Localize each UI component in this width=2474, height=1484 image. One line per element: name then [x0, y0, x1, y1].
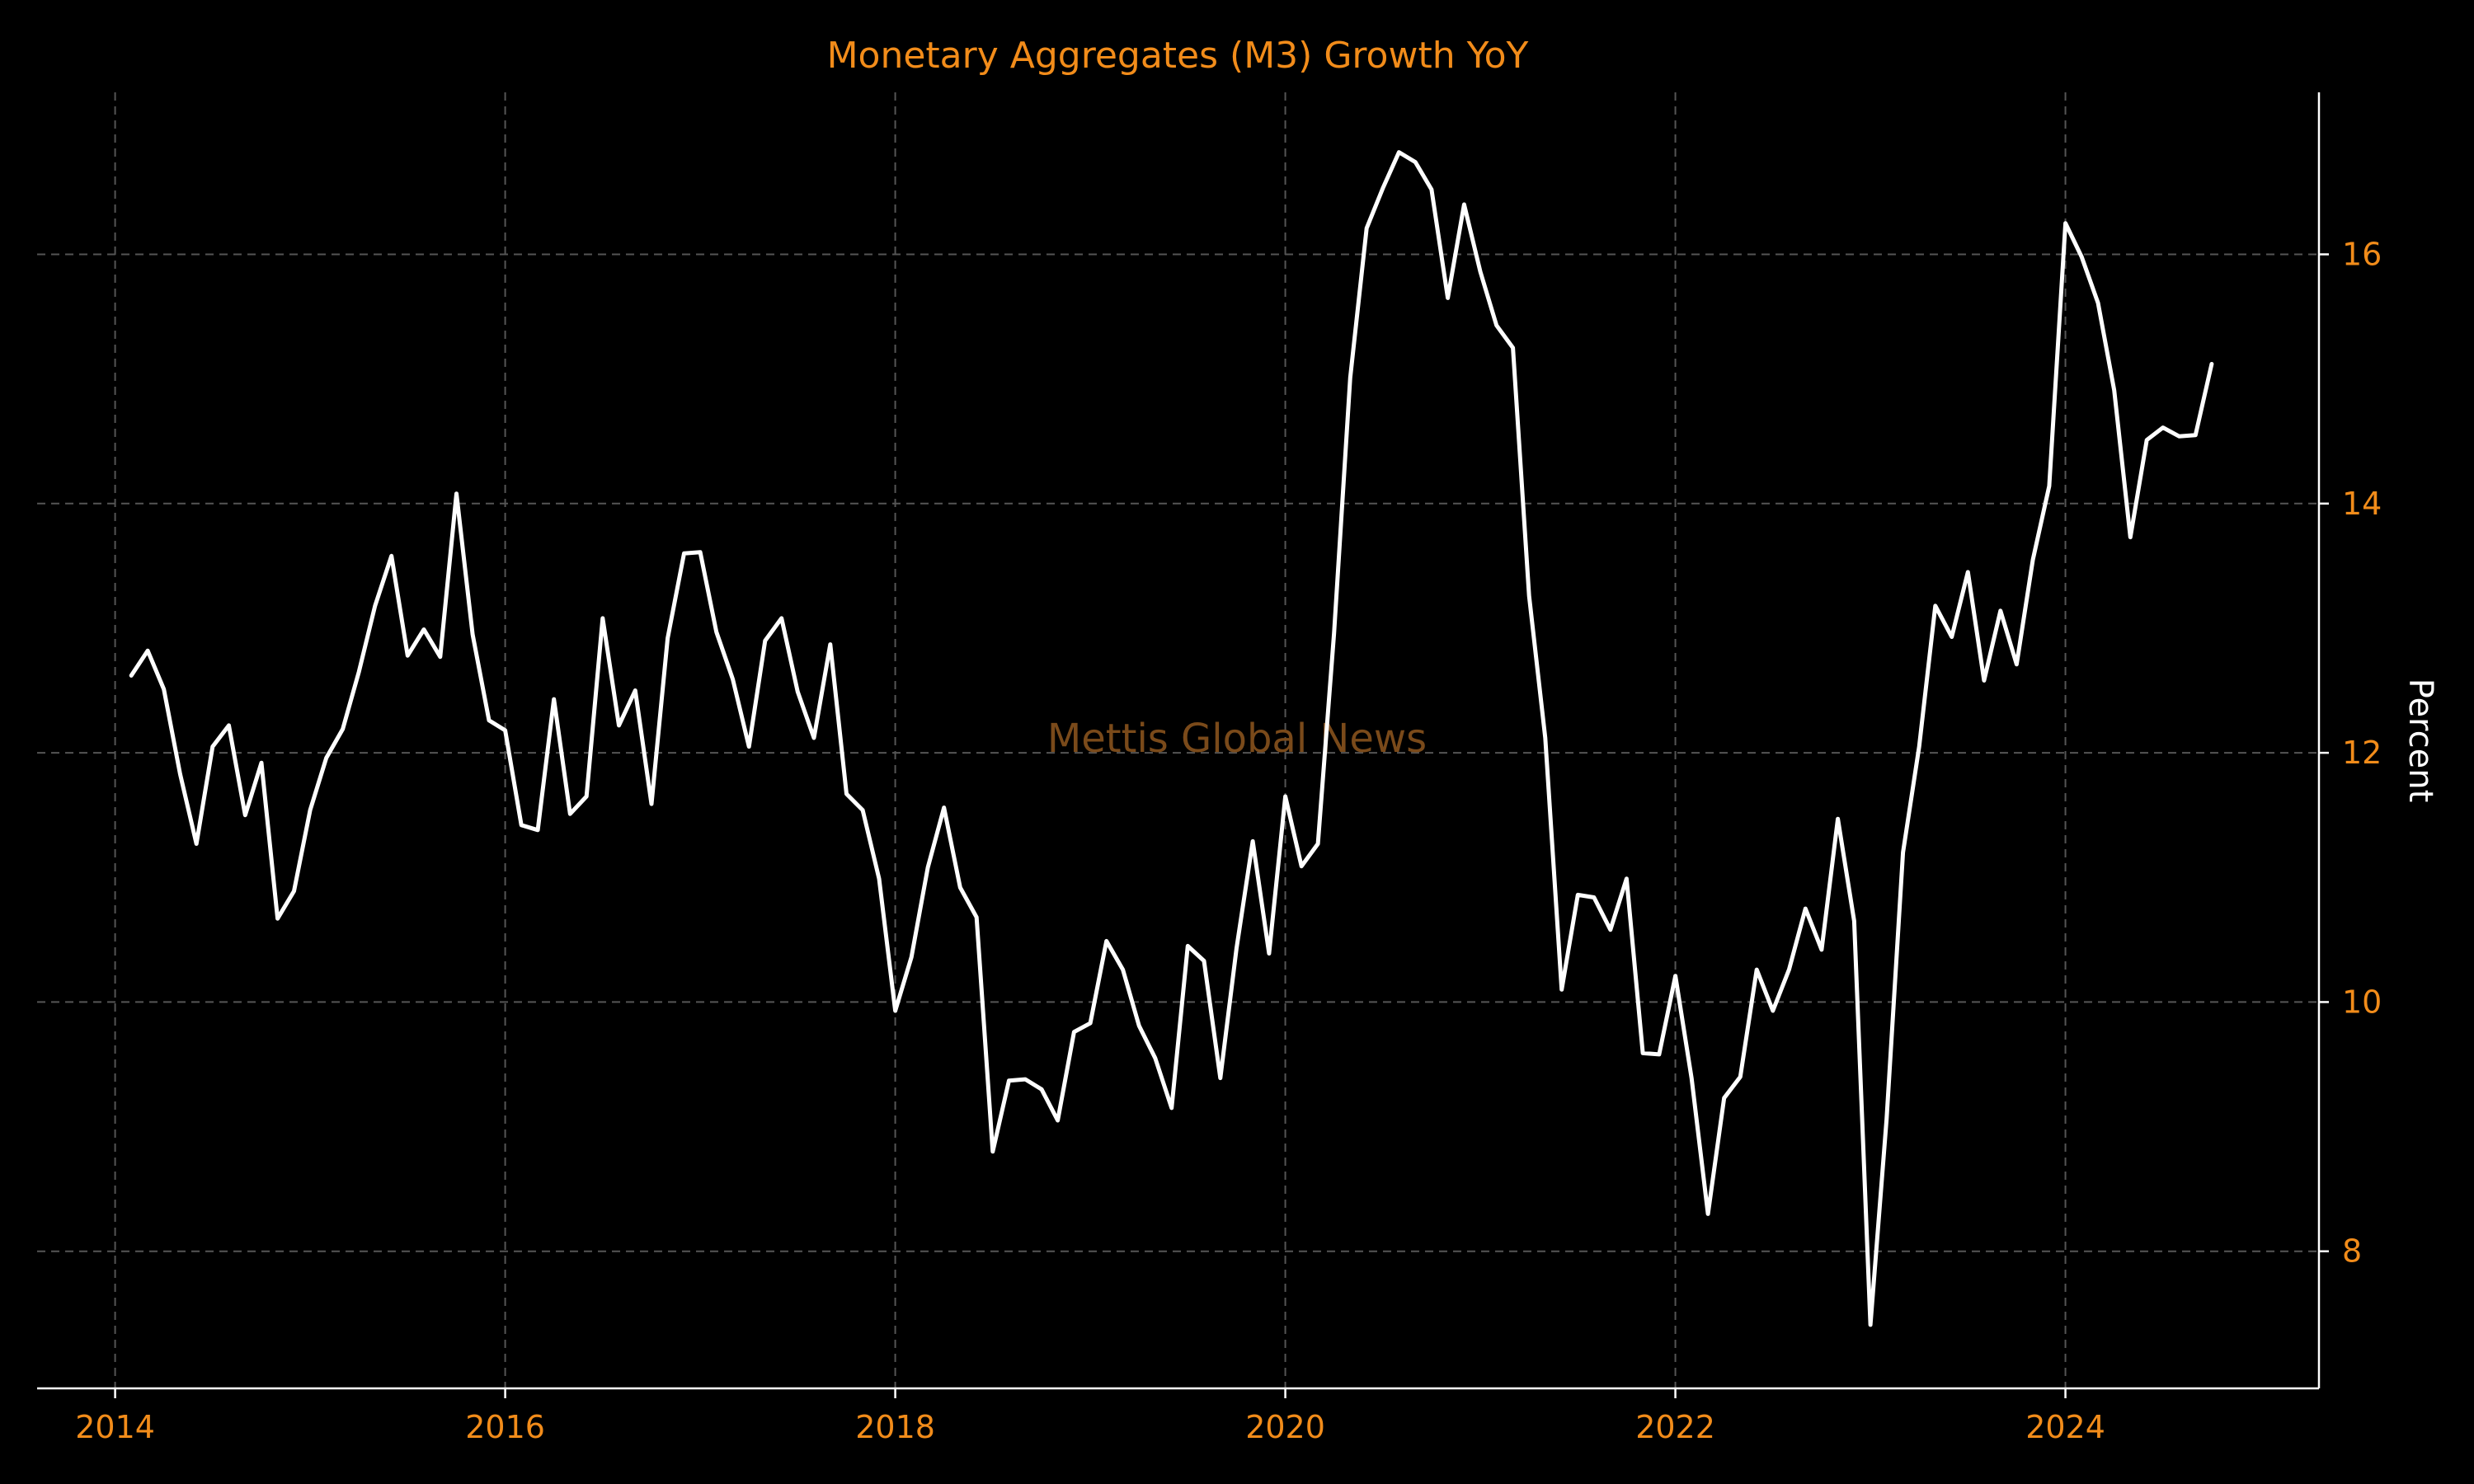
x-tick-label: 2016	[465, 1409, 545, 1445]
chart-title: Monetary Aggregates (M3) Growth YoY	[827, 35, 1529, 77]
x-tick-label: 2024	[2025, 1409, 2105, 1445]
y-tick-label: 8	[2342, 1233, 2362, 1270]
x-tick-label: 2022	[1635, 1409, 1715, 1445]
y-tick-label: 14	[2342, 486, 2382, 522]
series-line	[129, 150, 2214, 1327]
x-tick-label: 2020	[1245, 1409, 1325, 1445]
x-tick-label: 2018	[855, 1409, 935, 1445]
y-tick-label: 12	[2342, 735, 2382, 771]
y-axis-label: Percent	[2401, 679, 2439, 803]
watermark: Mettis Global News	[1047, 716, 1427, 762]
x-tick-label: 2014	[75, 1409, 155, 1445]
y-tick-label: 16	[2342, 237, 2382, 273]
axis-ticks: 2014 2016 2018 2020 2022 2024 8 10 12 14 16	[75, 237, 2382, 1446]
gridlines	[37, 92, 2319, 1388]
y-tick-label: 10	[2342, 984, 2382, 1020]
series-layer	[129, 150, 2214, 1327]
